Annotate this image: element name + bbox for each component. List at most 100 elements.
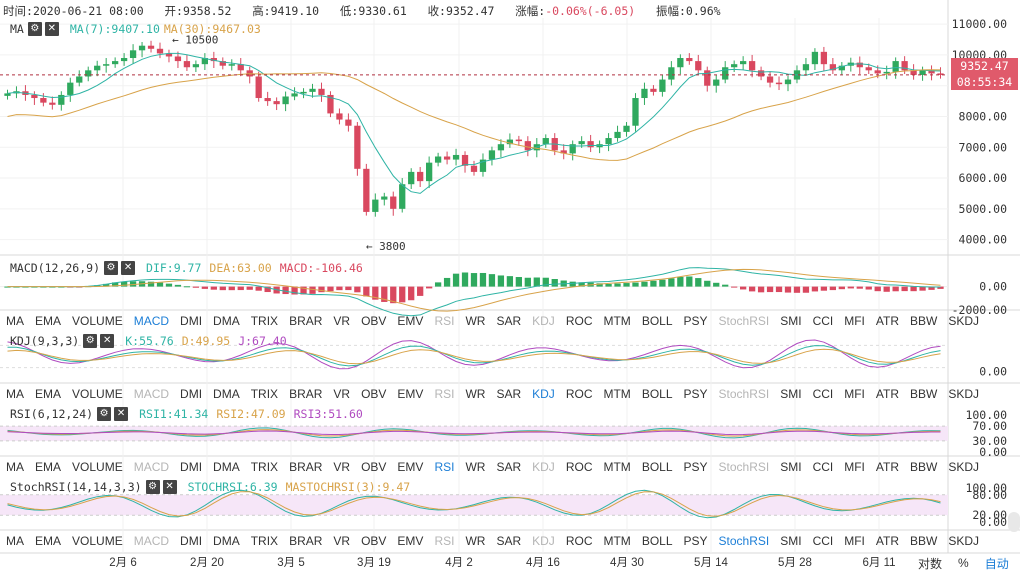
- indicator-tab-rsi[interactable]: RSI: [434, 534, 455, 548]
- indicator-tab-macd[interactable]: MACD: [133, 314, 170, 328]
- indicator-tab-kdj[interactable]: KDJ: [532, 460, 555, 474]
- indicator-tab-stochrsi[interactable]: StochRSI: [718, 387, 770, 401]
- indicator-tab-brar[interactable]: BRAR: [289, 314, 323, 328]
- indicator-tab-obv[interactable]: OBV: [361, 534, 387, 548]
- indicator-tab-dmi[interactable]: DMI: [180, 387, 203, 401]
- indicator-tab-macd[interactable]: MACD: [133, 534, 170, 548]
- indicator-tab-bbw[interactable]: BBW: [910, 387, 938, 401]
- indicator-tab-rsi[interactable]: RSI: [434, 314, 455, 328]
- indicator-tab-ma[interactable]: MA: [6, 314, 24, 328]
- indicator-tab-roc[interactable]: ROC: [565, 460, 593, 474]
- indicator-tab-dma[interactable]: DMA: [213, 534, 240, 548]
- indicator-tab-atr[interactable]: ATR: [875, 460, 900, 474]
- indicator-tab-emv[interactable]: EMV: [397, 534, 424, 548]
- indicator-tab-boll[interactable]: BOLL: [641, 314, 673, 328]
- indicator-tab-ema[interactable]: EMA: [35, 534, 62, 548]
- scroll-handle[interactable]: [1008, 512, 1020, 532]
- indicator-tab-ema[interactable]: EMA: [35, 387, 62, 401]
- indicator-tab-atr[interactable]: ATR: [875, 387, 900, 401]
- indicator-tab-trix[interactable]: TRIX: [250, 387, 279, 401]
- indicator-tab-emv[interactable]: EMV: [397, 387, 424, 401]
- close-icon[interactable]: ✕: [100, 334, 115, 348]
- indicator-tab-brar[interactable]: BRAR: [289, 460, 323, 474]
- indicator-tab-brar[interactable]: BRAR: [289, 387, 323, 401]
- indicator-tab-rsi[interactable]: RSI: [434, 387, 455, 401]
- indicator-tab-volume[interactable]: VOLUME: [72, 534, 123, 548]
- indicator-tab-stochrsi[interactable]: StochRSI: [718, 314, 770, 328]
- percent-scale-button[interactable]: %: [958, 556, 969, 570]
- close-icon[interactable]: ✕: [114, 407, 129, 421]
- close-icon[interactable]: ✕: [162, 480, 177, 494]
- indicator-tab-macd[interactable]: MACD: [133, 387, 170, 401]
- indicator-tab-mtm[interactable]: MTM: [603, 460, 631, 474]
- gear-icon[interactable]: ⚙: [83, 334, 98, 348]
- indicator-tab-skdj[interactable]: SKDJ: [948, 314, 980, 328]
- indicator-tab-cci[interactable]: CCI: [812, 534, 834, 548]
- indicator-tab-bbw[interactable]: BBW: [910, 460, 938, 474]
- indicator-tab-kdj[interactable]: KDJ: [532, 387, 555, 401]
- indicator-tab-roc[interactable]: ROC: [565, 387, 593, 401]
- indicator-tab-volume[interactable]: VOLUME: [72, 387, 123, 401]
- indicator-tab-vr[interactable]: VR: [333, 314, 351, 328]
- indicator-tab-obv[interactable]: OBV: [361, 314, 387, 328]
- indicator-tab-roc[interactable]: ROC: [565, 314, 593, 328]
- indicator-tab-bbw[interactable]: BBW: [910, 534, 938, 548]
- indicator-tab-smi[interactable]: SMI: [780, 534, 802, 548]
- indicator-tab-dmi[interactable]: DMI: [180, 534, 203, 548]
- indicator-tab-vr[interactable]: VR: [333, 387, 351, 401]
- indicator-tab-ma[interactable]: MA: [6, 387, 24, 401]
- indicator-tab-boll[interactable]: BOLL: [641, 534, 673, 548]
- indicator-tab-smi[interactable]: SMI: [780, 387, 802, 401]
- indicator-tab-mfi[interactable]: MFI: [844, 534, 865, 548]
- gear-icon[interactable]: ⚙: [97, 407, 112, 421]
- indicator-tab-stochrsi[interactable]: StochRSI: [718, 460, 770, 474]
- indicator-tab-ema[interactable]: EMA: [35, 460, 62, 474]
- indicator-tab-ma[interactable]: MA: [6, 460, 24, 474]
- indicator-tab-mtm[interactable]: MTM: [603, 387, 631, 401]
- indicator-tab-roc[interactable]: ROC: [565, 534, 593, 548]
- indicator-tab-sar[interactable]: SAR: [496, 387, 522, 401]
- gear-icon[interactable]: ⚙: [27, 22, 42, 36]
- indicator-tab-wr[interactable]: WR: [465, 460, 486, 474]
- indicator-tab-vr[interactable]: VR: [333, 534, 351, 548]
- indicator-tab-skdj[interactable]: SKDJ: [948, 534, 980, 548]
- indicator-tab-mtm[interactable]: MTM: [603, 534, 631, 548]
- indicator-tab-smi[interactable]: SMI: [780, 460, 802, 474]
- indicator-tab-brar[interactable]: BRAR: [289, 534, 323, 548]
- indicator-tab-dma[interactable]: DMA: [213, 387, 240, 401]
- log-scale-button[interactable]: 对数: [918, 556, 943, 571]
- indicator-tab-smi[interactable]: SMI: [780, 314, 802, 328]
- indicator-tab-sar[interactable]: SAR: [496, 314, 522, 328]
- indicator-tab-macd[interactable]: MACD: [133, 460, 170, 474]
- auto-scale-button[interactable]: 自动: [984, 556, 1009, 571]
- indicator-tab-stochrsi[interactable]: StochRSI: [718, 534, 770, 548]
- indicator-tab-mfi[interactable]: MFI: [844, 314, 865, 328]
- indicator-tab-kdj[interactable]: KDJ: [532, 534, 555, 548]
- indicator-tab-trix[interactable]: TRIX: [250, 534, 279, 548]
- indicator-tab-vr[interactable]: VR: [333, 460, 351, 474]
- indicator-tab-bbw[interactable]: BBW: [910, 314, 938, 328]
- indicator-tab-emv[interactable]: EMV: [397, 314, 424, 328]
- close-icon[interactable]: ✕: [121, 261, 136, 275]
- gear-icon[interactable]: ⚙: [104, 261, 119, 275]
- indicator-tab-dma[interactable]: DMA: [213, 314, 240, 328]
- indicator-tab-volume[interactable]: VOLUME: [72, 460, 123, 474]
- indicator-tab-emv[interactable]: EMV: [397, 460, 424, 474]
- indicator-tab-ema[interactable]: EMA: [35, 314, 62, 328]
- indicator-tab-psy[interactable]: PSY: [683, 314, 708, 328]
- indicator-tab-atr[interactable]: ATR: [875, 534, 900, 548]
- indicator-tab-volume[interactable]: VOLUME: [72, 314, 123, 328]
- indicator-tab-kdj[interactable]: KDJ: [532, 314, 555, 328]
- indicator-tab-mtm[interactable]: MTM: [603, 314, 631, 328]
- indicator-tab-skdj[interactable]: SKDJ: [948, 460, 980, 474]
- indicator-tab-dma[interactable]: DMA: [213, 460, 240, 474]
- indicator-tab-psy[interactable]: PSY: [683, 460, 708, 474]
- indicator-tab-wr[interactable]: WR: [465, 314, 486, 328]
- indicator-tab-cci[interactable]: CCI: [812, 314, 834, 328]
- gear-icon[interactable]: ⚙: [145, 480, 160, 494]
- indicator-tab-trix[interactable]: TRIX: [250, 460, 279, 474]
- indicator-tab-cci[interactable]: CCI: [812, 460, 834, 474]
- indicator-tab-cci[interactable]: CCI: [812, 387, 834, 401]
- indicator-tab-psy[interactable]: PSY: [683, 387, 708, 401]
